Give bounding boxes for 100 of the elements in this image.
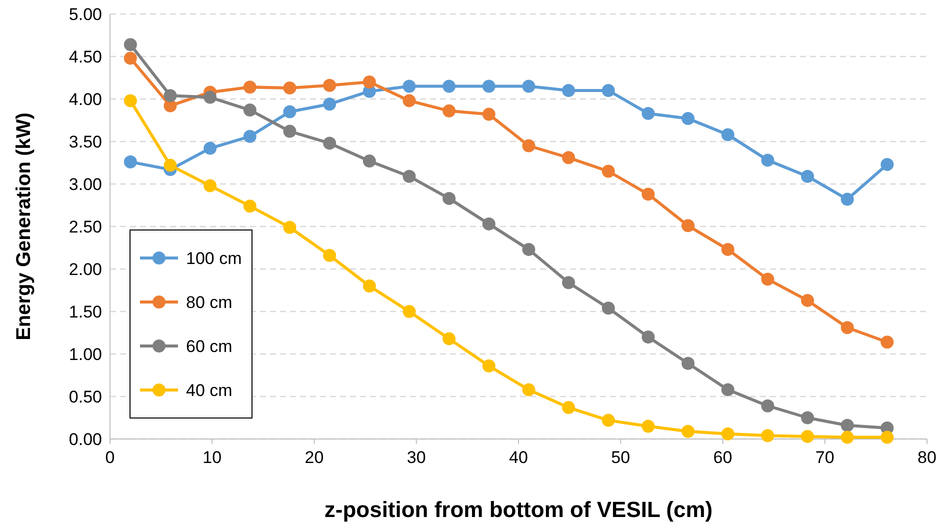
- point: [164, 89, 177, 102]
- y-tick-label: 4.50: [68, 47, 102, 66]
- point: [721, 242, 734, 256]
- point: [682, 356, 695, 370]
- point: [522, 383, 536, 396]
- x-tick-label: 40: [509, 448, 528, 467]
- point: [243, 200, 256, 213]
- point: [801, 294, 814, 307]
- y-axis-title: Energy Generation (kW): [13, 112, 35, 340]
- point: [323, 78, 336, 92]
- x-tick-label: 70: [815, 448, 834, 467]
- point: [602, 302, 615, 315]
- y-tick-label: 2.50: [68, 217, 102, 236]
- point: [880, 430, 894, 444]
- legend-label: 80 cm: [186, 292, 232, 312]
- point: [602, 164, 615, 178]
- point: [204, 142, 217, 155]
- point: [362, 76, 376, 88]
- point: [761, 154, 774, 167]
- point: [402, 80, 416, 93]
- point: [761, 399, 774, 412]
- point: [721, 383, 734, 396]
- point: [642, 188, 655, 201]
- point: [840, 430, 854, 444]
- point: [442, 332, 456, 346]
- x-tick-label: 80: [918, 448, 936, 467]
- x-axis-title: z-position from bottom of VESIL (cm): [324, 497, 713, 522]
- point: [642, 106, 655, 120]
- point: [721, 427, 734, 440]
- point: [761, 429, 774, 442]
- point: [840, 192, 854, 206]
- point: [283, 220, 296, 234]
- point: [682, 112, 695, 126]
- point: [642, 330, 655, 344]
- point: [522, 139, 536, 152]
- point: [323, 248, 336, 262]
- point: [840, 321, 854, 334]
- point: [562, 276, 576, 290]
- point: [522, 80, 536, 93]
- point: [840, 418, 854, 432]
- point: [124, 52, 137, 65]
- point: [243, 80, 256, 94]
- point: [283, 105, 296, 118]
- point: [562, 401, 576, 414]
- y-tick-label: 1.50: [68, 302, 102, 322]
- x-tick-label: 10: [202, 448, 222, 467]
- y-tick-label: 3.00: [68, 174, 102, 194]
- y-tick-label: 2.00: [68, 260, 102, 279]
- x-tick-label: 60: [713, 448, 732, 467]
- point: [442, 192, 456, 205]
- point: [362, 154, 376, 168]
- point: [283, 124, 296, 138]
- legend-label: 60 cm: [186, 336, 232, 356]
- point: [682, 424, 695, 438]
- y-tick-label: 0.50: [68, 387, 102, 406]
- point: [204, 90, 217, 104]
- y-tick-label: 3.50: [68, 132, 102, 152]
- x-tick-label: 50: [611, 448, 630, 467]
- point: [721, 128, 734, 142]
- point: [642, 420, 655, 433]
- point: [442, 104, 456, 118]
- point: [283, 81, 296, 94]
- point: [562, 84, 576, 97]
- x-tick-label: 20: [304, 448, 324, 467]
- y-tick-label: 4.00: [68, 90, 102, 109]
- point: [243, 130, 256, 143]
- point: [402, 305, 416, 318]
- point: [602, 414, 615, 427]
- point: [482, 80, 496, 93]
- point: [362, 280, 376, 292]
- point: [204, 179, 217, 192]
- point: [482, 108, 496, 121]
- point: [562, 151, 576, 164]
- point: [243, 104, 256, 117]
- point: [801, 170, 814, 183]
- point: [402, 94, 416, 108]
- point: [801, 430, 814, 443]
- point: [880, 158, 894, 171]
- point: [482, 359, 496, 372]
- legend-label: 40 cm: [186, 380, 232, 400]
- point: [323, 136, 336, 150]
- point: [323, 98, 336, 111]
- point: [124, 155, 137, 168]
- x-tick-label: 0: [105, 448, 115, 467]
- point: [164, 158, 177, 172]
- y-tick-label: 5.00: [68, 4, 102, 24]
- point: [880, 336, 894, 349]
- point: [482, 217, 496, 230]
- point: [124, 38, 137, 52]
- x-tick-label: 30: [406, 448, 426, 467]
- point: [442, 80, 456, 93]
- point: [124, 94, 137, 108]
- point: [602, 84, 615, 97]
- point: [522, 242, 536, 256]
- point: [402, 170, 416, 183]
- y-tick-label: 0.00: [68, 430, 102, 449]
- point: [801, 411, 814, 424]
- point: [761, 272, 774, 286]
- legend-label: 100 cm: [186, 248, 242, 268]
- point: [682, 219, 695, 232]
